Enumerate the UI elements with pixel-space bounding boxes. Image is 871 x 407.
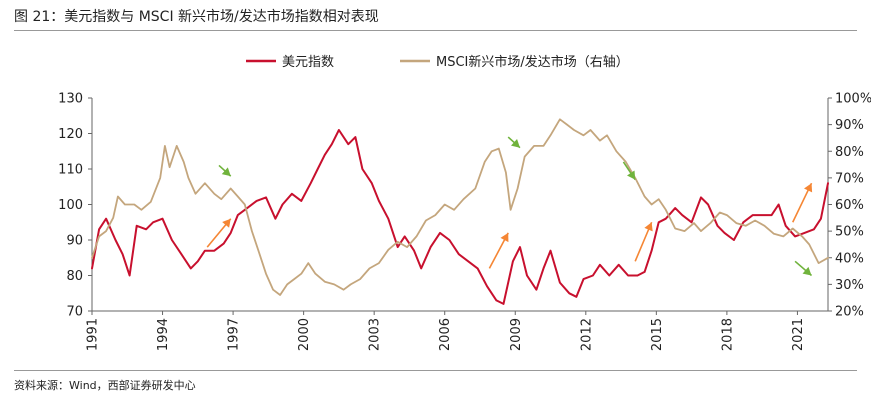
x-tick-label: 2003 <box>368 318 383 351</box>
left-tick-label: 80 <box>66 269 83 284</box>
right-tick-label: 30% <box>835 278 864 293</box>
x-tick-label: 2021 <box>791 318 806 351</box>
right-tick-label: 40% <box>835 251 864 266</box>
annotation-arrow-head <box>222 218 231 228</box>
left-tick-label: 130 <box>58 92 83 107</box>
right-tick-label: 80% <box>835 145 864 160</box>
annotation-arrow-head <box>511 138 520 148</box>
annotation-arrow-head <box>627 170 636 180</box>
annotation-arrow-head <box>500 232 509 243</box>
chart-title: 图 21：美元指数与 MSCI 新兴市场/发达市场指数相对表现 <box>14 9 379 25</box>
x-tick-label: 2018 <box>720 318 735 351</box>
x-tick-label: 2000 <box>297 318 312 351</box>
left-tick-label: 100 <box>58 198 83 213</box>
x-tick-label: 1994 <box>156 318 171 351</box>
x-tick-label: 2009 <box>509 318 524 351</box>
plot-area: 130 120 110 100 90 80 70 100% 90% 80% 70% 60% 50% 40%… <box>58 92 871 352</box>
left-tick-label: 110 <box>58 163 83 178</box>
right-tick-label: 20% <box>835 305 864 320</box>
left-tick-label: 70 <box>66 305 83 320</box>
x-tick-label: 1991 <box>86 318 101 351</box>
annotation-arrow-head <box>221 167 231 177</box>
right-tick-label: 50% <box>835 225 864 240</box>
annotation-arrow-head <box>804 183 813 193</box>
right-tick-label: 90% <box>835 118 864 133</box>
legend-label-msci-ratio: MSCI新兴市场/发达市场（右轴） <box>436 54 629 70</box>
right-tick-label: 70% <box>835 171 864 186</box>
right-tick-label: 60% <box>835 198 864 213</box>
series-line-usd-index <box>91 129 829 305</box>
left-tick-label: 90 <box>66 234 83 249</box>
series-line-msci-ratio <box>91 118 829 296</box>
right-tick-label: 100% <box>835 92 871 107</box>
legend: 美元指数 MSCI新兴市场/发达市场（右轴） <box>246 54 629 70</box>
x-tick-label: 2006 <box>438 318 453 351</box>
x-tick-label: 2012 <box>579 318 594 351</box>
chart: 美元指数 MSCI新兴市场/发达市场（右轴） 130 120 110 100 90 80 70… <box>58 54 871 352</box>
source-divider <box>14 370 857 371</box>
legend-label-usd-index: 美元指数 <box>282 55 334 70</box>
x-tick-label: 2015 <box>650 318 665 351</box>
annotation-arrow-head <box>802 266 812 276</box>
x-tick-label: 1997 <box>227 318 242 351</box>
left-tick-label: 120 <box>58 127 83 142</box>
annotation-arrow-head <box>644 222 653 232</box>
title-divider <box>14 30 857 31</box>
source-note: 资料来源：Wind，西部证券研发中心 <box>14 379 196 392</box>
